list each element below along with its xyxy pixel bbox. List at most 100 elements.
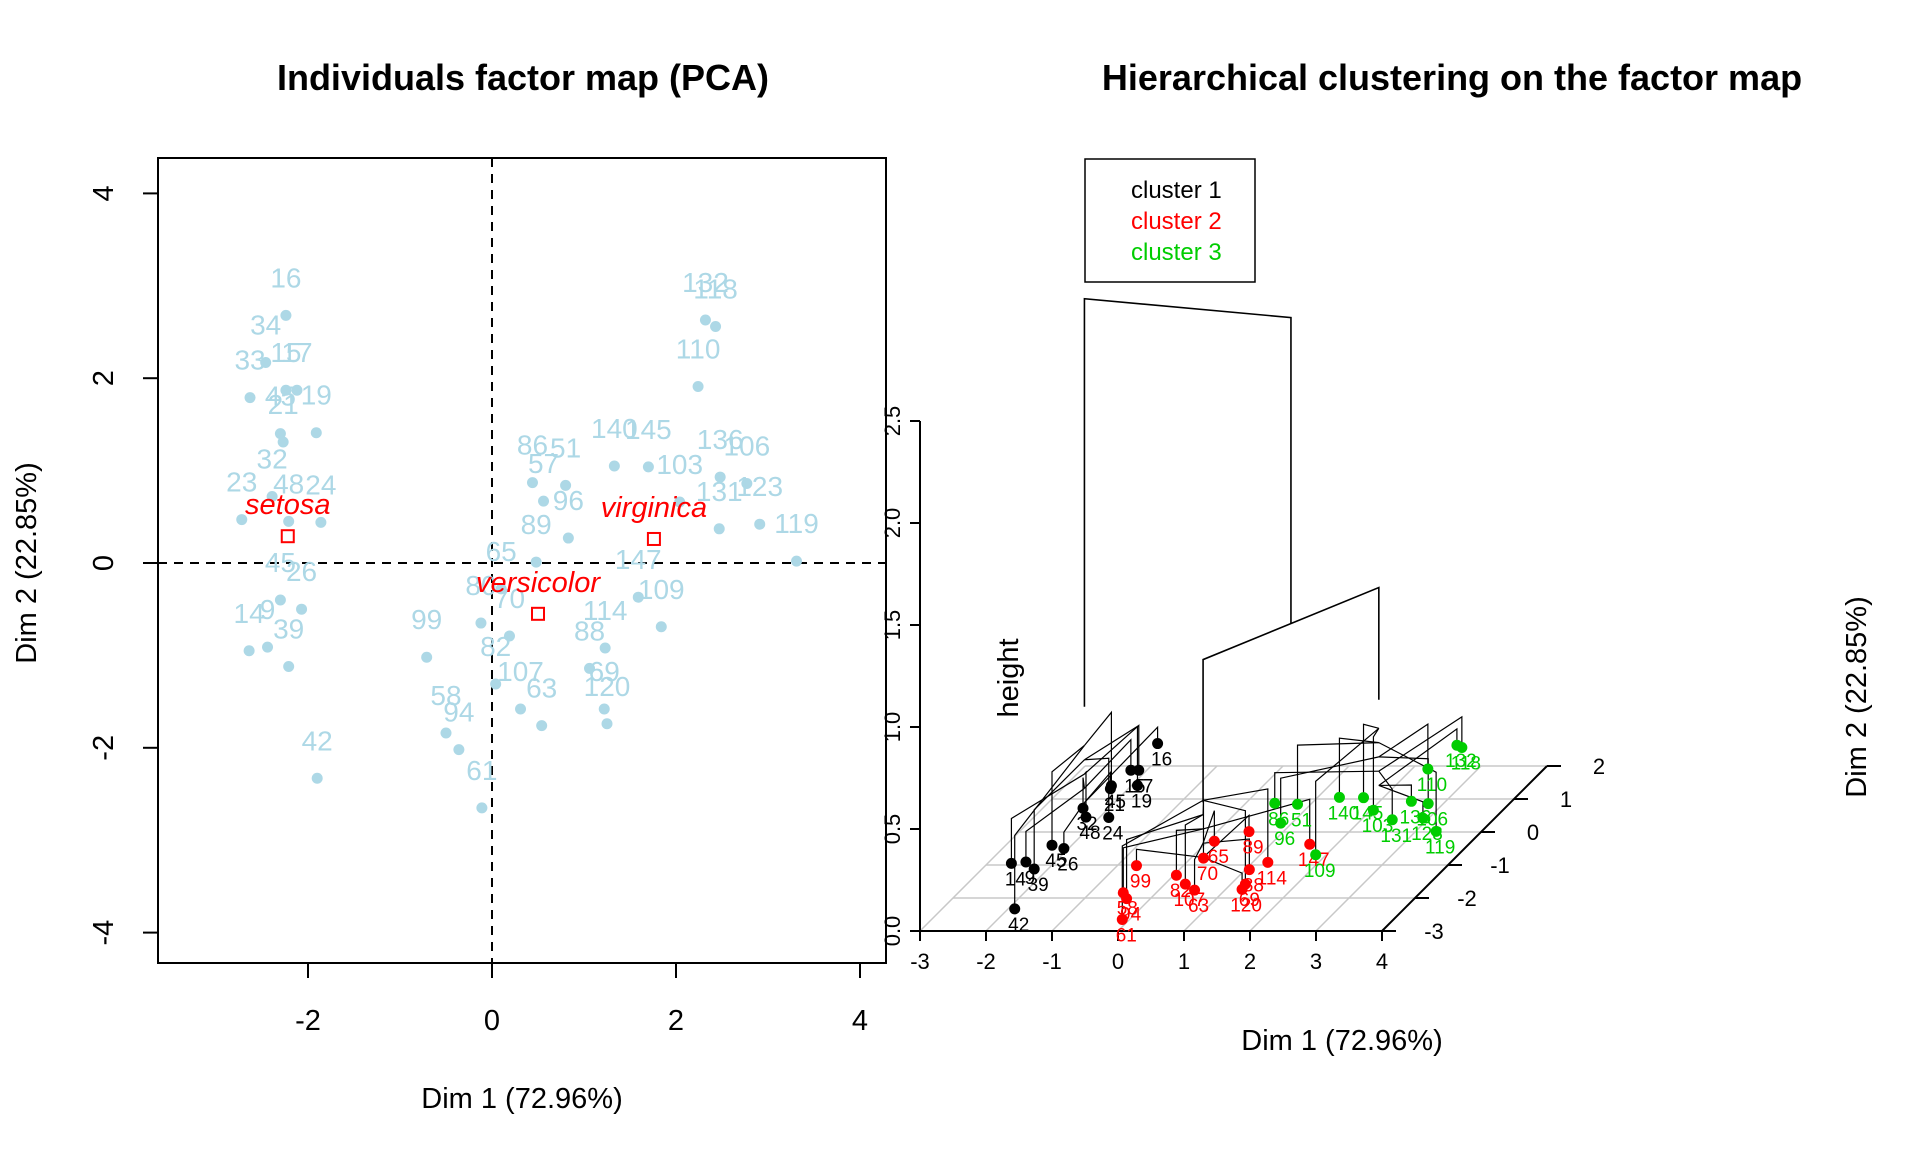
pca-point <box>601 718 613 730</box>
hc-point-label: 109 <box>1304 861 1336 882</box>
pca-point <box>315 516 327 528</box>
pca-point-label: 24 <box>305 469 336 500</box>
hc-dendrogram-leaf-link <box>1184 814 1204 885</box>
hc-point-label: 21 <box>1104 795 1125 816</box>
pca-point-label: 15 <box>270 337 301 368</box>
hc-point-label: 14 <box>1005 869 1027 890</box>
pca-point <box>277 436 289 448</box>
hc-dendrogram-link <box>1202 586 1380 803</box>
pca-point <box>655 621 667 633</box>
hc-height-axis: 0.0 0.5 1.0 1.5 2.0 2.5 <box>880 406 921 946</box>
pca-point <box>503 630 515 642</box>
hc-point <box>1179 878 1191 890</box>
hc-point <box>1262 856 1274 868</box>
pca-point <box>713 523 725 535</box>
hc-point-label: 114 <box>1257 868 1288 889</box>
hc-point-label: 119 <box>1425 837 1455 858</box>
hc-point-label: 110 <box>1417 775 1447 796</box>
hc-point-label: 70 <box>1197 864 1218 885</box>
pca-point-label: 39 <box>273 613 304 644</box>
pca-x-axis-label: Dim 1 (72.96%) <box>421 1083 622 1115</box>
pca-point <box>475 617 487 629</box>
pca-point-label: 9 <box>260 594 276 625</box>
hc-points: 1615171945482132241493926454261945899826… <box>1005 738 1481 946</box>
hc-point-label: 24 <box>1102 823 1124 844</box>
hc-point <box>1275 817 1287 829</box>
hc-z-tick-label: 0.5 <box>880 814 905 845</box>
pca-point-label: 61 <box>466 755 497 786</box>
hc-floor-gridline <box>1183 765 1350 932</box>
hc-point <box>1333 791 1345 803</box>
pca-point-label: 136 <box>697 424 744 455</box>
hc-point <box>1080 811 1092 823</box>
hc-y-axis-line <box>1381 765 1548 932</box>
pca-point <box>310 427 322 439</box>
pca-point-label: 34 <box>250 309 281 340</box>
hc-point <box>1077 802 1089 814</box>
pca-point-label: 16 <box>270 262 301 293</box>
pca-point <box>608 460 620 472</box>
pca-point-label: 58 <box>430 680 461 711</box>
hc-dendrogram-leaf-link <box>1051 745 1085 846</box>
hc-legend-box <box>1084 158 1256 283</box>
pca-point <box>280 309 292 321</box>
pca-point-label: 119 <box>774 508 819 539</box>
pca-point <box>562 532 574 544</box>
hc-point-label: 51 <box>1291 810 1312 831</box>
hc-point <box>1104 783 1116 795</box>
hc-point-label: 65 <box>1208 847 1229 868</box>
pca-point <box>530 556 542 568</box>
pca-y-axis: -4 -2 0 2 4 <box>88 185 159 945</box>
hc-point-label: 39 <box>1028 875 1049 896</box>
hc-point <box>1292 798 1304 810</box>
hc-dendrogram-leaf-link <box>1202 799 1246 885</box>
hc-chart-title: Hierarchical clustering on the factor ma… <box>1102 57 1802 98</box>
hc-point <box>1208 835 1220 847</box>
pca-point <box>495 583 507 595</box>
pca-y-tick-label: 4 <box>88 185 120 201</box>
hc-y-tick-label: 2 <box>1593 754 1605 779</box>
hc-dendrogram-leaf-link <box>1280 756 1379 824</box>
hc-point <box>1243 864 1255 876</box>
pca-point <box>236 514 248 526</box>
hc-point <box>1009 903 1021 915</box>
pca-point-label: 147 <box>615 544 662 575</box>
hc-point-label: 107 <box>1173 890 1205 911</box>
hc-dendrogram-leaf-link <box>1084 757 1110 818</box>
hc-point <box>1417 812 1429 824</box>
pca-point-label: 26 <box>286 556 317 587</box>
pca-point <box>244 392 256 404</box>
hc-x-tick-label: 1 <box>1178 949 1190 974</box>
pca-point-label: 21 <box>268 389 299 420</box>
pca-point-label: 99 <box>411 604 442 635</box>
hc-dendrogram-leaf-link <box>1083 738 1132 789</box>
hc-dendrogram-leaf-link <box>1202 798 1311 845</box>
pca-point-label: 45 <box>265 547 296 578</box>
hc-legend-entry-2: cluster 2 <box>1131 208 1222 235</box>
hc-point <box>1456 742 1468 754</box>
hc-point <box>1116 913 1128 925</box>
pca-chart-title: Individuals factor map (PCA) <box>277 57 769 98</box>
hc-dendrogram-leaf-link <box>1296 742 1379 805</box>
hc-x-axis: -3 -2 -1 0 1 2 3 4 <box>910 930 1388 974</box>
hc-floor-gridline <box>919 765 1086 932</box>
pca-point <box>453 744 465 756</box>
hc-dendrogram-leaf-link <box>1372 728 1380 811</box>
pca-point <box>526 477 538 489</box>
pca-point-label: 48 <box>273 468 304 499</box>
pca-point <box>538 495 550 507</box>
pca-point-label: 23 <box>226 467 257 498</box>
hc-point <box>1130 860 1142 872</box>
pca-point <box>599 642 611 654</box>
pca-point <box>440 727 452 739</box>
pca-point <box>280 384 292 396</box>
hc-point <box>1131 779 1143 791</box>
pca-point <box>274 428 286 440</box>
hc-point <box>1170 869 1182 881</box>
pca-point <box>632 591 644 603</box>
pca-centroid-label: versicolor <box>476 567 601 599</box>
hc-dendrogram-leaf-link <box>1378 722 1429 769</box>
hc-dendrogram-leaf-link <box>1378 756 1429 804</box>
hc-point-label: 96 <box>1274 829 1295 850</box>
